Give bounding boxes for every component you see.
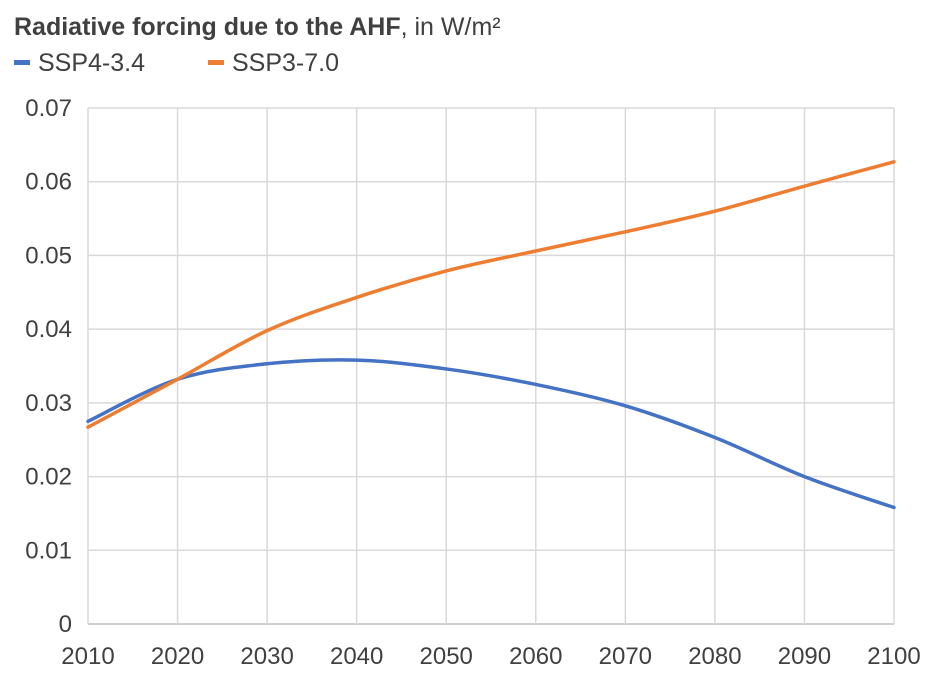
legend-label-ssp3: SSP3-7.0: [232, 49, 340, 77]
x-tick-label: 2100: [867, 643, 920, 670]
x-tick-label: 2020: [151, 643, 204, 670]
x-tick-label: 2040: [330, 643, 383, 670]
legend-swatch-ssp3: [208, 59, 224, 65]
y-tick-label: 0.06: [25, 169, 72, 196]
series-line-ssp3-7-0: [86, 160, 896, 429]
x-tick-label: 2050: [420, 643, 473, 670]
x-tick-label: 2060: [509, 643, 562, 670]
grid-lines: [87, 107, 895, 625]
legend-item-ssp4: SSP4-3.4: [14, 48, 145, 78]
chart-title-bold: Radiative forcing due to the AHF: [14, 13, 401, 41]
x-tick-label: 2080: [688, 643, 741, 670]
y-tick-label: 0.02: [25, 464, 72, 491]
chart-title: Radiative forcing due to the AHF, in W/m…: [14, 12, 501, 42]
legend-label-ssp4: SSP4-3.4: [38, 49, 146, 77]
legend-swatch-ssp4: [14, 59, 30, 65]
x-tick-label: 2070: [599, 643, 652, 670]
x-tick-label: 2090: [778, 643, 831, 670]
y-tick-label: 0.01: [25, 537, 72, 564]
y-tick-label: 0.04: [25, 316, 72, 343]
series-lines: [86, 160, 896, 510]
y-tick-label: 0.05: [25, 242, 72, 269]
chart-title-units: , in W/m²: [400, 13, 501, 41]
y-tick-label: 0.07: [25, 95, 72, 122]
x-axis-ticks: 2010 2020 2030 2040 2050 2060 2070 2080 2090 2100: [61, 643, 920, 670]
y-tick-label: 0: [59, 611, 72, 638]
x-tick-label: 2010: [61, 643, 114, 670]
series-line-ssp4-3-4: [86, 358, 896, 510]
x-tick-label: 2030: [240, 643, 293, 670]
y-tick-label: 0.03: [25, 390, 72, 417]
y-axis-ticks: 0 0.01 0.02 0.03 0.04 0.05 0.06 0.07: [25, 95, 72, 638]
legend-item-ssp3: SSP3-7.0: [208, 48, 339, 78]
